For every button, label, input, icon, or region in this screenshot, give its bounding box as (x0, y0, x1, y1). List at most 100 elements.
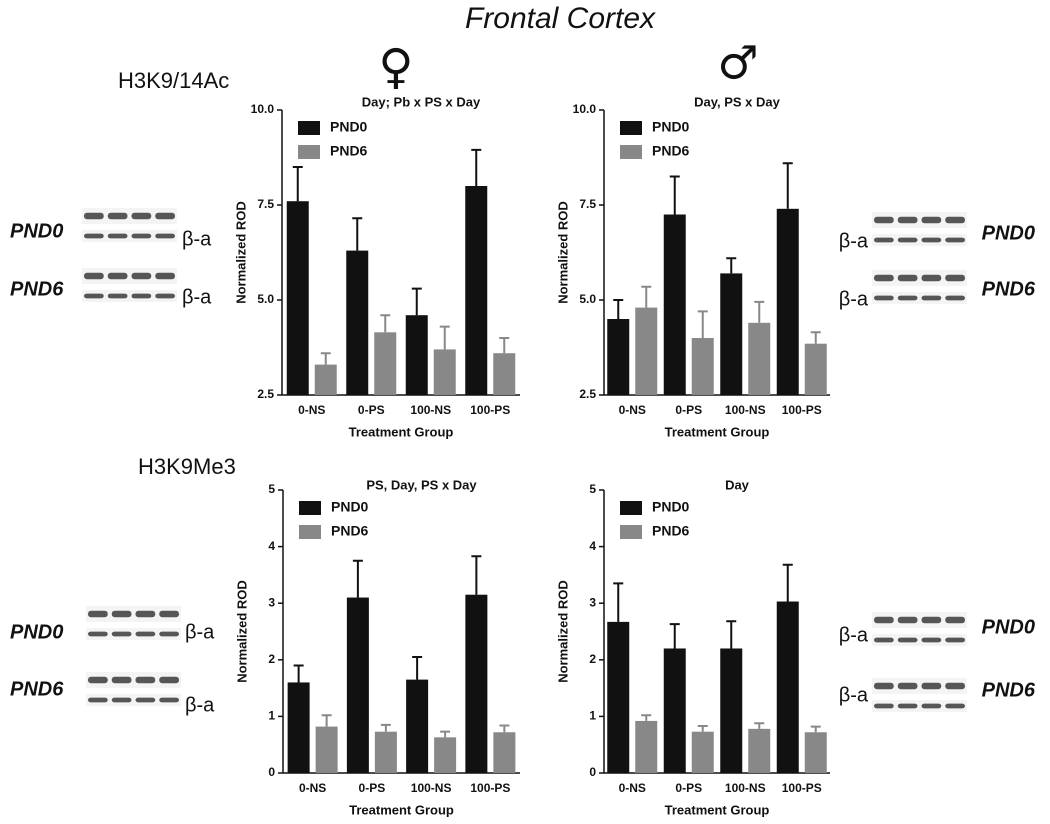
x-axis-label: Treatment Group (349, 424, 454, 439)
y-tick-label: 0 (589, 765, 596, 779)
blot-band (131, 293, 152, 299)
blot-band (945, 682, 965, 690)
blot-background (872, 700, 967, 712)
blot-band (159, 697, 179, 703)
y-axis-label: Normalized ROD (233, 201, 248, 304)
blot-band (945, 295, 965, 301)
legend-swatch (620, 145, 642, 159)
bar (374, 731, 397, 773)
bar (374, 332, 397, 395)
error-bar (726, 620, 737, 649)
column-label: ♂ (717, 36, 758, 90)
bar (465, 186, 488, 395)
chart-title: Day (725, 477, 750, 492)
blot-band (135, 676, 156, 684)
bar (493, 732, 516, 773)
y-axis-label: Normalized ROD (555, 580, 570, 683)
bar (286, 201, 309, 395)
error-bar (293, 664, 304, 683)
blot-background (86, 628, 181, 640)
blot-band (921, 682, 942, 690)
blot-band (131, 233, 152, 239)
blot-band (88, 676, 108, 684)
blot-band (111, 697, 132, 703)
legend-swatch (298, 145, 320, 159)
legend-label: PND6 (330, 143, 368, 159)
legend-swatch (620, 501, 642, 515)
blot-band (155, 293, 175, 299)
bar (607, 621, 630, 773)
blot-band (155, 212, 175, 220)
legend-swatch (298, 121, 320, 135)
blot-label: PND6 (982, 679, 1036, 701)
y-tick-label: 1 (268, 709, 275, 723)
bar (663, 648, 686, 773)
blot-band (921, 616, 942, 624)
bar (804, 343, 827, 395)
blot-band (155, 272, 175, 280)
blot (86, 672, 181, 688)
blot-band (111, 676, 132, 684)
blot-band (135, 697, 156, 703)
legend-swatch (620, 121, 642, 135)
bar (776, 601, 799, 773)
blot (872, 292, 967, 304)
blot-label: PND6 (982, 278, 1036, 300)
bar (315, 726, 338, 773)
x-tick-label: 0-PS (675, 781, 702, 795)
blot-label: PND0 (10, 220, 63, 242)
blot-band (897, 682, 918, 690)
blot-background (82, 208, 177, 224)
blot-band (921, 295, 942, 301)
y-tick-label: 5 (268, 482, 275, 496)
blot (872, 700, 967, 712)
blot-band (874, 703, 894, 709)
loading-label: β-a (839, 624, 869, 646)
chart-title: Day, PS x Day (694, 94, 781, 109)
legend-label: PND0 (652, 119, 690, 135)
bar (748, 322, 771, 395)
loading-label: β-a (839, 288, 869, 310)
blot-band (874, 295, 894, 301)
bar (635, 720, 658, 773)
blot-band (921, 237, 942, 243)
blot-band (874, 637, 894, 643)
error-bar (352, 217, 363, 251)
blot-background (82, 290, 177, 302)
blot-band (159, 610, 179, 618)
blot-background (872, 270, 967, 286)
error-bar (499, 724, 510, 733)
bar (635, 307, 658, 395)
bar (804, 732, 827, 773)
error-bar (669, 175, 680, 215)
y-tick-label: 4 (589, 539, 596, 553)
error-bar (471, 148, 482, 186)
bar (776, 208, 799, 395)
y-tick-label: 10.0 (251, 102, 275, 116)
blot-band (88, 631, 108, 637)
blot-band (897, 295, 918, 301)
bar (346, 597, 369, 773)
blot-band (111, 610, 132, 618)
error-bar (641, 714, 652, 721)
blot-label: PND0 (982, 222, 1035, 244)
legend-label: PND6 (652, 143, 690, 159)
blot-band (135, 631, 156, 637)
x-tick-label: 100-PS (470, 403, 510, 417)
legend-swatch (299, 525, 321, 539)
loading-label: β-a (182, 228, 212, 250)
error-bar (697, 310, 708, 338)
error-bar (754, 722, 765, 729)
blot-band (897, 616, 918, 624)
bar (314, 364, 337, 395)
x-tick-label: 0-PS (359, 781, 386, 795)
blot-band (945, 216, 965, 224)
blot-band (131, 212, 152, 220)
blot (82, 230, 177, 242)
blot (872, 634, 967, 646)
blot-background (82, 230, 177, 242)
blot-band (874, 682, 894, 690)
blot-label: PND6 (10, 278, 64, 300)
x-tick-label: 0-NS (619, 403, 646, 417)
loading-label: β-a (182, 286, 212, 308)
